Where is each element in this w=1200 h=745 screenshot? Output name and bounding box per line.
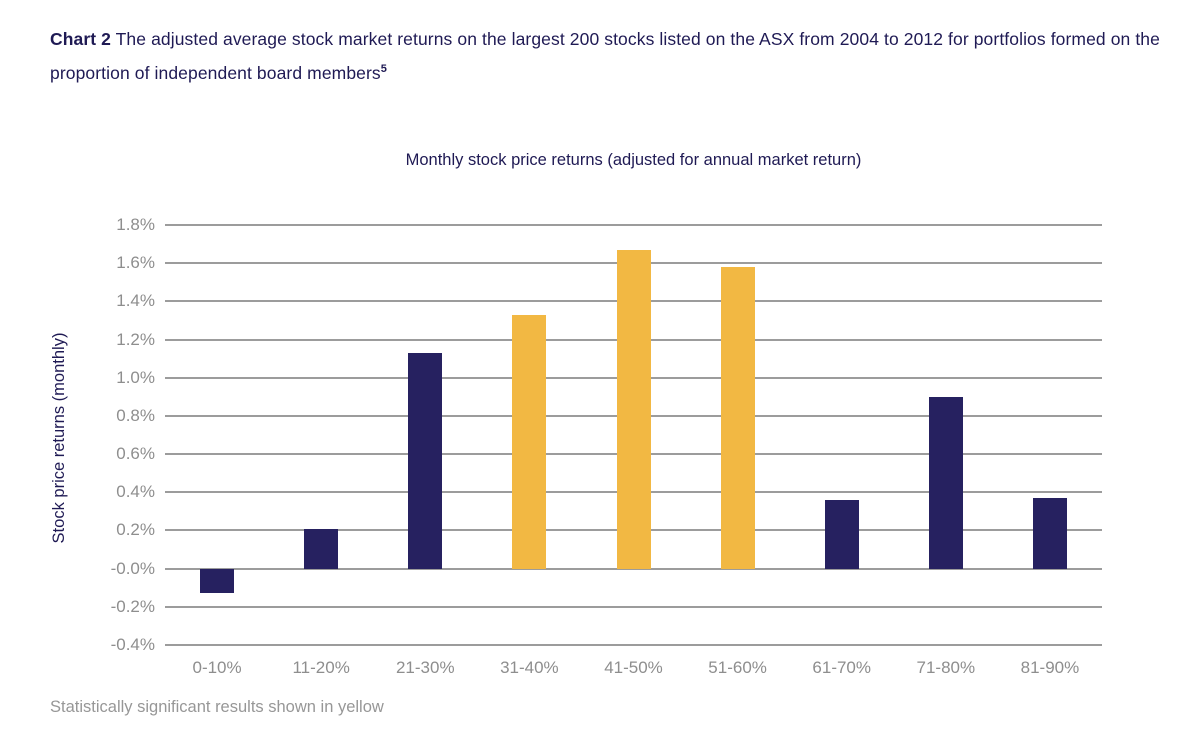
bar-61-70% bbox=[824, 499, 859, 569]
chart-title: Monthly stock price returns (adjusted fo… bbox=[405, 151, 862, 169]
y-tick-label: -0.4% bbox=[110, 635, 155, 654]
y-tick-label: -0.2% bbox=[110, 596, 155, 616]
bar-81-90% bbox=[1032, 498, 1067, 569]
y-tick-label: 1.4% bbox=[116, 291, 155, 311]
y-tick-label: 1.0% bbox=[116, 367, 155, 387]
x-tick-label: 81-90% bbox=[1020, 658, 1080, 677]
y-tick-label: 0.6% bbox=[116, 444, 155, 464]
x-tick-label: 51-60% bbox=[708, 658, 767, 677]
chart-heading-superscript: 5 bbox=[380, 63, 387, 75]
y-tick-label: 1.2% bbox=[116, 329, 155, 349]
y-tick-label: 1.8% bbox=[116, 215, 155, 234]
footnote: Statistically significant results shown … bbox=[50, 698, 384, 716]
gridline bbox=[165, 644, 1102, 646]
y-axis-tick-labels: 1.8% 1.6% 1.4% 1.2% 1.0% 0.8% 0.6% 0.4% 0.2% -0.0… bbox=[0, 215, 155, 654]
x-tick-label: 0-10% bbox=[192, 658, 242, 677]
x-tick-label: 71-80% bbox=[916, 658, 976, 677]
bar-0-10% bbox=[200, 568, 235, 594]
gridline bbox=[165, 224, 1102, 226]
x-tick-label: 11-20% bbox=[292, 658, 350, 677]
y-tick-label: 1.6% bbox=[116, 253, 155, 273]
chart-heading: Chart 2 The adjusted average stock marke… bbox=[50, 24, 1170, 88]
x-tick-label: 21-30% bbox=[395, 658, 455, 677]
bar-21-30% bbox=[408, 352, 443, 569]
y-tick-label: 0.2% bbox=[116, 520, 155, 540]
y-tick-label: 0.8% bbox=[116, 405, 155, 425]
bar-51-60% bbox=[720, 267, 755, 569]
y-tick-label: 0.4% bbox=[116, 482, 155, 502]
x-axis-tick-labels: 0-10% 11-20% 21-30% 31-40% 41-50% 51-60% 61-70… bbox=[165, 655, 1102, 681]
bar-31-40% bbox=[512, 314, 547, 569]
y-tick-label: -0.0% bbox=[110, 558, 155, 578]
gridline bbox=[165, 567, 1102, 570]
x-tick-label: 61-70% bbox=[812, 658, 872, 677]
plot-area bbox=[165, 224, 1102, 646]
x-tick-label: 31-40% bbox=[500, 658, 559, 677]
x-tick-label: 41-50% bbox=[604, 658, 663, 677]
gridline bbox=[165, 605, 1102, 608]
chart-heading-text: The adjusted average stock market return… bbox=[50, 29, 1160, 83]
bar-71-80% bbox=[928, 396, 963, 569]
bar-41-50% bbox=[616, 249, 651, 569]
bar-11-20% bbox=[304, 528, 339, 569]
chart-heading-prefix: Chart 2 bbox=[50, 29, 111, 49]
